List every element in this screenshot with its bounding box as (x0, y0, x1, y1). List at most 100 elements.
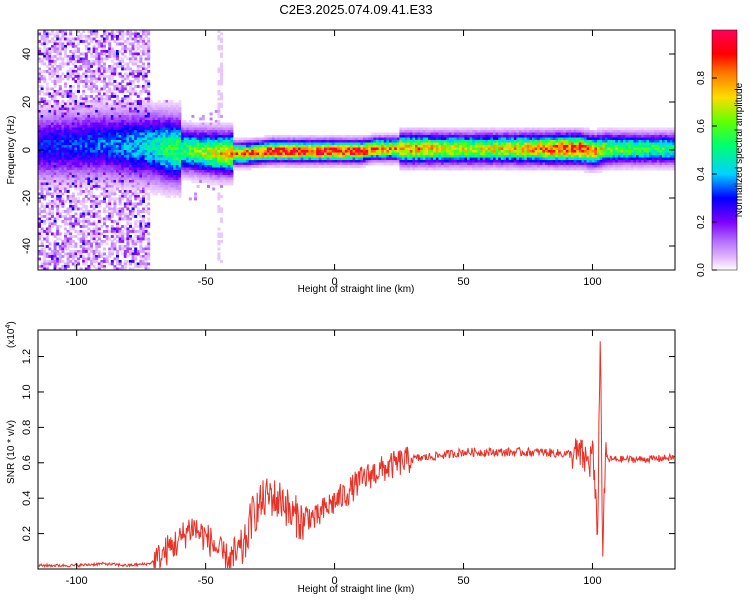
heatmap-cell (173, 170, 177, 173)
heatmap-cell (181, 175, 184, 178)
heatmap-cell (334, 142, 338, 146)
heatmap-cell (45, 177, 49, 181)
heatmap-cell (160, 120, 164, 123)
heatmap-cell (136, 192, 140, 196)
heatmap-cell (45, 245, 49, 248)
heatmap-cell (118, 75, 122, 78)
heatmap-cell (344, 147, 348, 151)
heatmap-cell (87, 102, 91, 106)
heatmap-cell (183, 137, 187, 141)
heatmap-cell (53, 197, 57, 201)
heatmap-cell (355, 137, 359, 141)
heatmap-cell (175, 170, 179, 173)
heatmap-cell (90, 55, 93, 58)
heatmap-cell (201, 132, 205, 136)
heatmap-cell (82, 200, 86, 203)
heatmap-cell (396, 132, 400, 136)
heatmap-cell (40, 240, 44, 243)
heatmap-cell (95, 202, 99, 206)
heatmap-cell (69, 210, 73, 213)
heatmap-cell (165, 107, 169, 111)
heatmap-cell (157, 122, 161, 126)
heatmap-cell (113, 57, 117, 61)
heatmap-cell (84, 182, 88, 186)
heatmap-cell (142, 112, 145, 116)
heatmap-cell (71, 180, 75, 183)
heatmap-cell (157, 110, 161, 113)
heatmap-cell (131, 47, 135, 51)
heatmap-cell (347, 162, 351, 166)
heatmap-cell (142, 182, 145, 186)
heatmap-cell (139, 200, 143, 203)
heatmap-cell (105, 55, 109, 58)
heatmap-cell (227, 165, 231, 168)
heatmap-cell (394, 147, 398, 151)
heatmap-cell (209, 152, 213, 156)
heatmap-cell (144, 227, 148, 231)
heatmap-cell (209, 127, 213, 131)
heatmap-cell (313, 147, 317, 151)
heatmap-cell (90, 242, 93, 246)
heatmap-cell (227, 172, 231, 176)
heatmap-cell (58, 107, 62, 111)
heatmap-cell (139, 185, 143, 188)
heatmap-cell (90, 200, 93, 203)
heatmap-cell (160, 122, 164, 126)
heatmap-cell (118, 117, 122, 121)
heatmap-cell (48, 165, 52, 168)
heatmap-cell (259, 140, 262, 143)
heatmap-cell (222, 160, 226, 163)
heatmap-cell (121, 235, 125, 238)
heatmap-cell (87, 35, 91, 38)
heatmap-cell (71, 122, 75, 126)
heatmap-cell (113, 140, 117, 143)
heatmap-cell (103, 105, 106, 108)
heatmap-cell (56, 187, 60, 191)
heatmap-cell (243, 152, 247, 156)
heatmap-cell (66, 75, 70, 78)
heatmap-cell (142, 235, 145, 238)
heatmap-cell (113, 232, 117, 236)
heatmap-cell (194, 162, 197, 166)
heatmap-cell (103, 252, 106, 256)
heatmap-cell (105, 202, 109, 206)
heatmap-cell (251, 165, 255, 168)
heatmap-cell (220, 210, 223, 213)
heatmap-cell (399, 137, 403, 141)
heatmap-cell (82, 235, 86, 238)
heatmap-cell (121, 60, 125, 63)
heatmap-cell (207, 155, 210, 158)
heatmap-cell (113, 50, 117, 53)
heatmap-cell (139, 57, 143, 61)
heatmap-cell (352, 150, 356, 153)
heatmap-cell (97, 72, 101, 76)
heatmap-cell (56, 217, 60, 221)
heatmap-cell (118, 32, 122, 36)
heatmap-cell (116, 162, 119, 166)
heatmap-cell (97, 92, 101, 96)
heatmap-cell (92, 257, 96, 261)
heatmap-cell (103, 92, 106, 96)
heatmap-cell (126, 140, 130, 143)
heatmap-cell (43, 132, 47, 136)
heatmap-cell (100, 57, 104, 61)
heatmap-cell (116, 42, 119, 46)
heatmap-cell (139, 122, 143, 126)
heatmap-cell (373, 142, 377, 146)
heatmap-cell (118, 60, 122, 63)
heatmap-cell (212, 172, 216, 176)
heatmap-cell (84, 242, 88, 246)
heatmap-cell (155, 152, 158, 156)
heatmap-cell (123, 130, 127, 133)
heatmap-cell (74, 97, 78, 101)
heatmap-cell (90, 202, 93, 206)
heatmap-cell (113, 190, 117, 193)
heatmap-cell (357, 140, 361, 143)
heatmap-cell (118, 165, 122, 168)
heatmap-cell (201, 160, 205, 163)
heatmap-cell (209, 165, 213, 168)
heatmap-cell (84, 65, 88, 68)
heatmap-cell (105, 137, 109, 141)
heatmap-cell (207, 125, 210, 128)
heatmap-cell (79, 232, 83, 236)
